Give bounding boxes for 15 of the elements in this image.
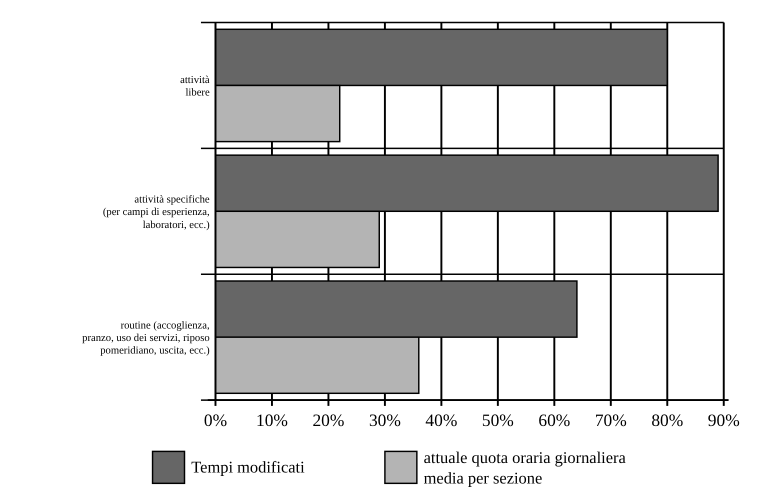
x-tick-label: 20% [312, 410, 344, 430]
x-tick-label: 10% [256, 410, 288, 430]
x-tick-label: 80% [651, 410, 684, 430]
x-tick-label: 70% [594, 410, 627, 430]
legend-label: Tempi modificati [191, 458, 306, 477]
x-tick-label: 0% [204, 410, 228, 430]
legend-label: attuale quota oraria giornaliera media per sezione [424, 448, 627, 488]
x-tick-label: 90% [708, 410, 740, 430]
x-tick-label: 30% [368, 410, 401, 430]
x-tick-label: 50% [482, 410, 514, 430]
x-tick-label: 40% [425, 410, 458, 430]
y-tick-label: attività specifiche (per campi di esperienza, laboratori, ecc.) [102, 194, 210, 231]
y-tick-label: attività libere [180, 75, 210, 99]
y-tick-label: routine (accoglienza, pranzo, uso dei servizi, riposo pomeridiano, uscita, ecc.) [82, 320, 210, 357]
x-tick-label: 60% [538, 410, 570, 430]
